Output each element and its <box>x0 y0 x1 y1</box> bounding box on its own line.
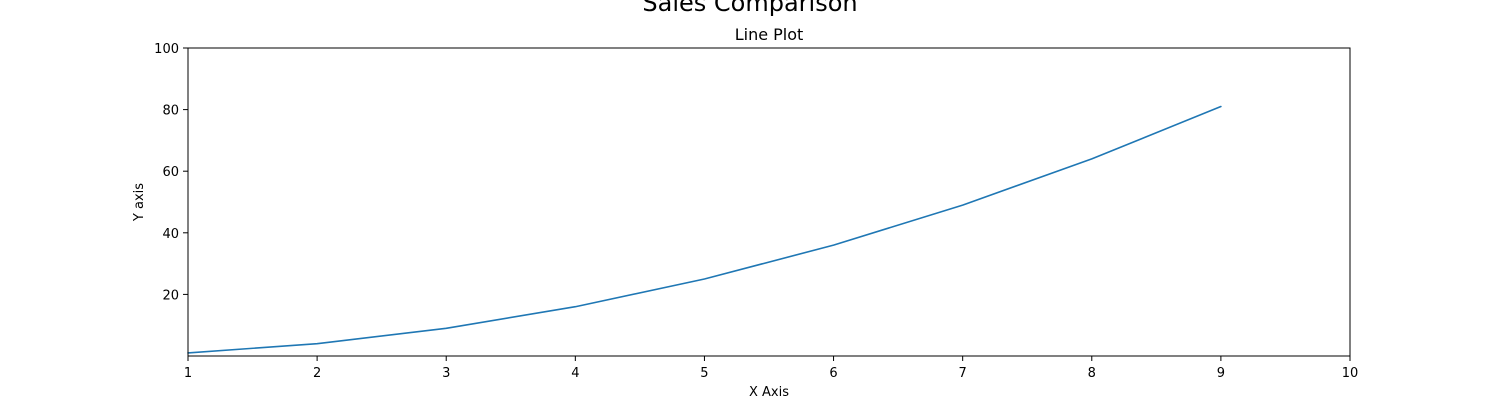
figure-title: Sales Comparison <box>642 0 857 17</box>
plot-frame <box>187 47 1351 357</box>
plot-title: Line Plot <box>735 25 804 44</box>
y-axis-label: Y axis <box>132 183 147 222</box>
y-tick-label: 80 <box>162 104 179 119</box>
x-axis-ticks: 1 2 3 4 5 6 7 8 9 10 <box>184 356 1358 381</box>
x-tick-label: 2 <box>313 366 321 381</box>
x-tick-label: 8 <box>1088 366 1096 381</box>
series-line-0 <box>187 105 1222 354</box>
x-tick-label: 10 <box>1342 366 1359 381</box>
y-axis-ticks: 20 40 60 80 100 <box>154 42 188 303</box>
x-tick-label: 1 <box>184 366 192 381</box>
y-tick-label: 60 <box>162 165 179 180</box>
x-tick-label: 9 <box>1217 366 1225 381</box>
y-tick-label: 100 <box>154 42 179 57</box>
x-tick-label: 3 <box>442 366 450 381</box>
x-tick-label: 4 <box>571 366 579 381</box>
x-tick-label: 7 <box>959 366 967 381</box>
series-layer <box>187 105 1222 354</box>
y-tick-label: 20 <box>162 288 179 303</box>
y-tick-label: 40 <box>162 227 179 242</box>
x-tick-label: 6 <box>829 366 837 381</box>
x-tick-label: 5 <box>700 366 708 381</box>
plot-area <box>187 47 1351 357</box>
x-axis-label: X Axis <box>749 385 789 400</box>
